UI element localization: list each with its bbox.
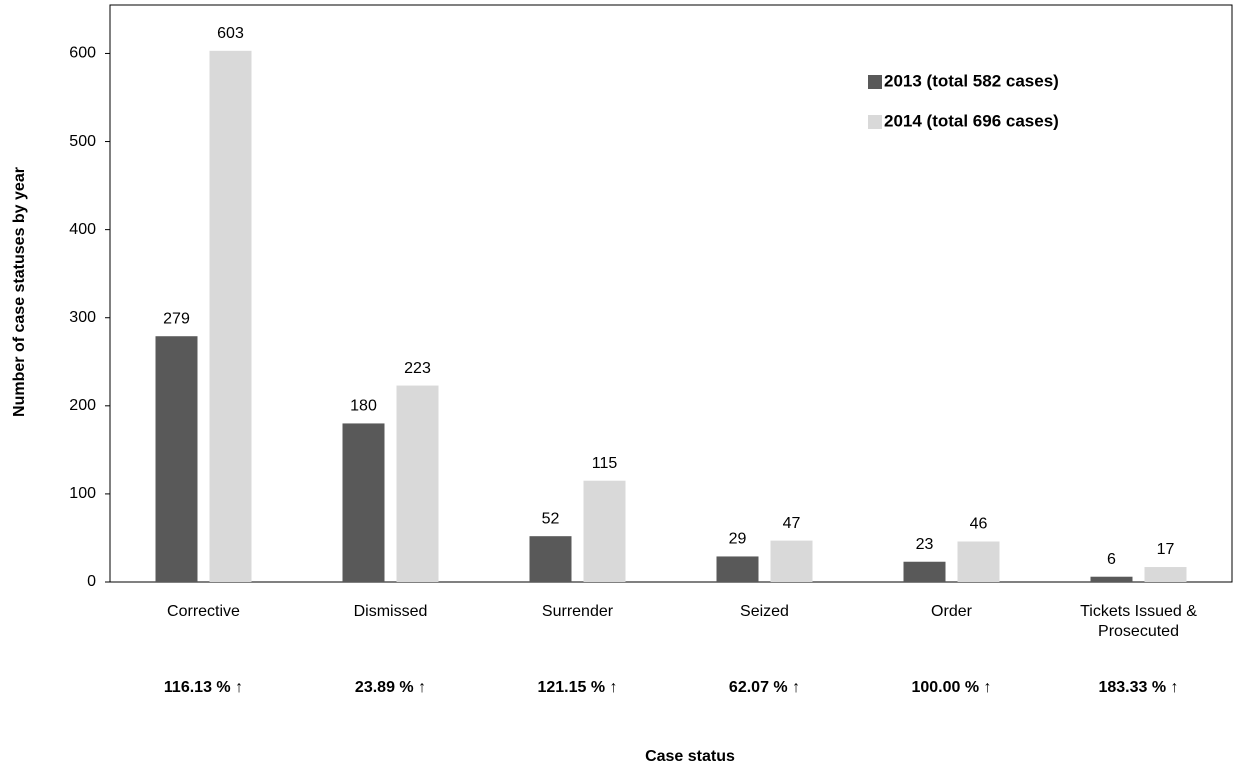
value-label: 52 [542,510,560,527]
bar [770,540,813,582]
y-tick-label: 400 [69,221,96,238]
bar [903,561,946,582]
x-tick-label: Corrective [167,603,240,620]
value-label: 279 [163,310,190,327]
bar [957,541,1000,582]
x-tick-label: Tickets Issued & Prosecuted [1080,603,1197,640]
x-axis-label: Case status [645,748,735,765]
value-label: 603 [217,25,244,42]
change-label: 100.00 % ↑ [911,679,991,696]
plot-frame [109,4,1233,583]
value-label: 115 [592,455,618,472]
change-label: 121.15 % ↑ [537,679,617,696]
bar [1090,576,1133,582]
x-tick-label: Surrender [541,603,614,620]
value-label: 180 [350,398,377,415]
value-label: 29 [729,531,747,548]
legend-label: 2013 (total 582 cases) [884,71,1059,90]
y-tick-label: 300 [69,309,96,326]
value-label: 46 [970,516,988,533]
value-label: 17 [1157,541,1175,558]
legend-label: 2014 (total 696 cases) [884,111,1059,130]
y-tick-label: 200 [69,397,96,414]
change-label: 62.07 % ↑ [729,679,800,696]
change-label: 23.89 % ↑ [355,679,426,696]
bar [396,385,439,582]
x-tick-label: Seized [740,603,789,620]
y-tick-label: 500 [69,133,96,150]
legend-swatch [868,115,882,129]
change-label: 183.33 % ↑ [1098,679,1178,696]
y-axis-label: Number of case statuses by year [11,167,28,417]
change-label: 116.13 % ↑ [164,679,243,696]
bar [583,480,626,582]
value-label: 23 [916,536,934,553]
y-tick-label: 0 [87,573,96,590]
value-label: 6 [1107,551,1116,568]
bar [716,556,759,582]
bar [342,423,385,582]
bar [155,336,198,582]
y-tick-label: 600 [69,45,96,62]
value-label: 47 [783,515,801,532]
y-tick-label: 100 [69,485,96,502]
bar [1144,567,1187,582]
bar [209,50,252,583]
x-tick-label: Order [931,603,972,620]
legend-swatch [868,75,882,89]
bar [529,536,572,582]
value-label: 223 [404,360,431,377]
x-tick-label: Dismissed [353,603,428,620]
